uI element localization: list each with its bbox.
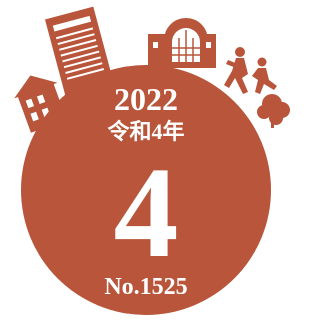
issue-number: No.1525 xyxy=(104,274,187,300)
badge: 2022 令和4年 4 No.1525 xyxy=(0,0,291,320)
page: 2022 令和4年 4 No.1525 (() => { const data … xyxy=(0,0,291,320)
month: 4 xyxy=(114,141,179,285)
year: 2022 xyxy=(114,81,178,117)
